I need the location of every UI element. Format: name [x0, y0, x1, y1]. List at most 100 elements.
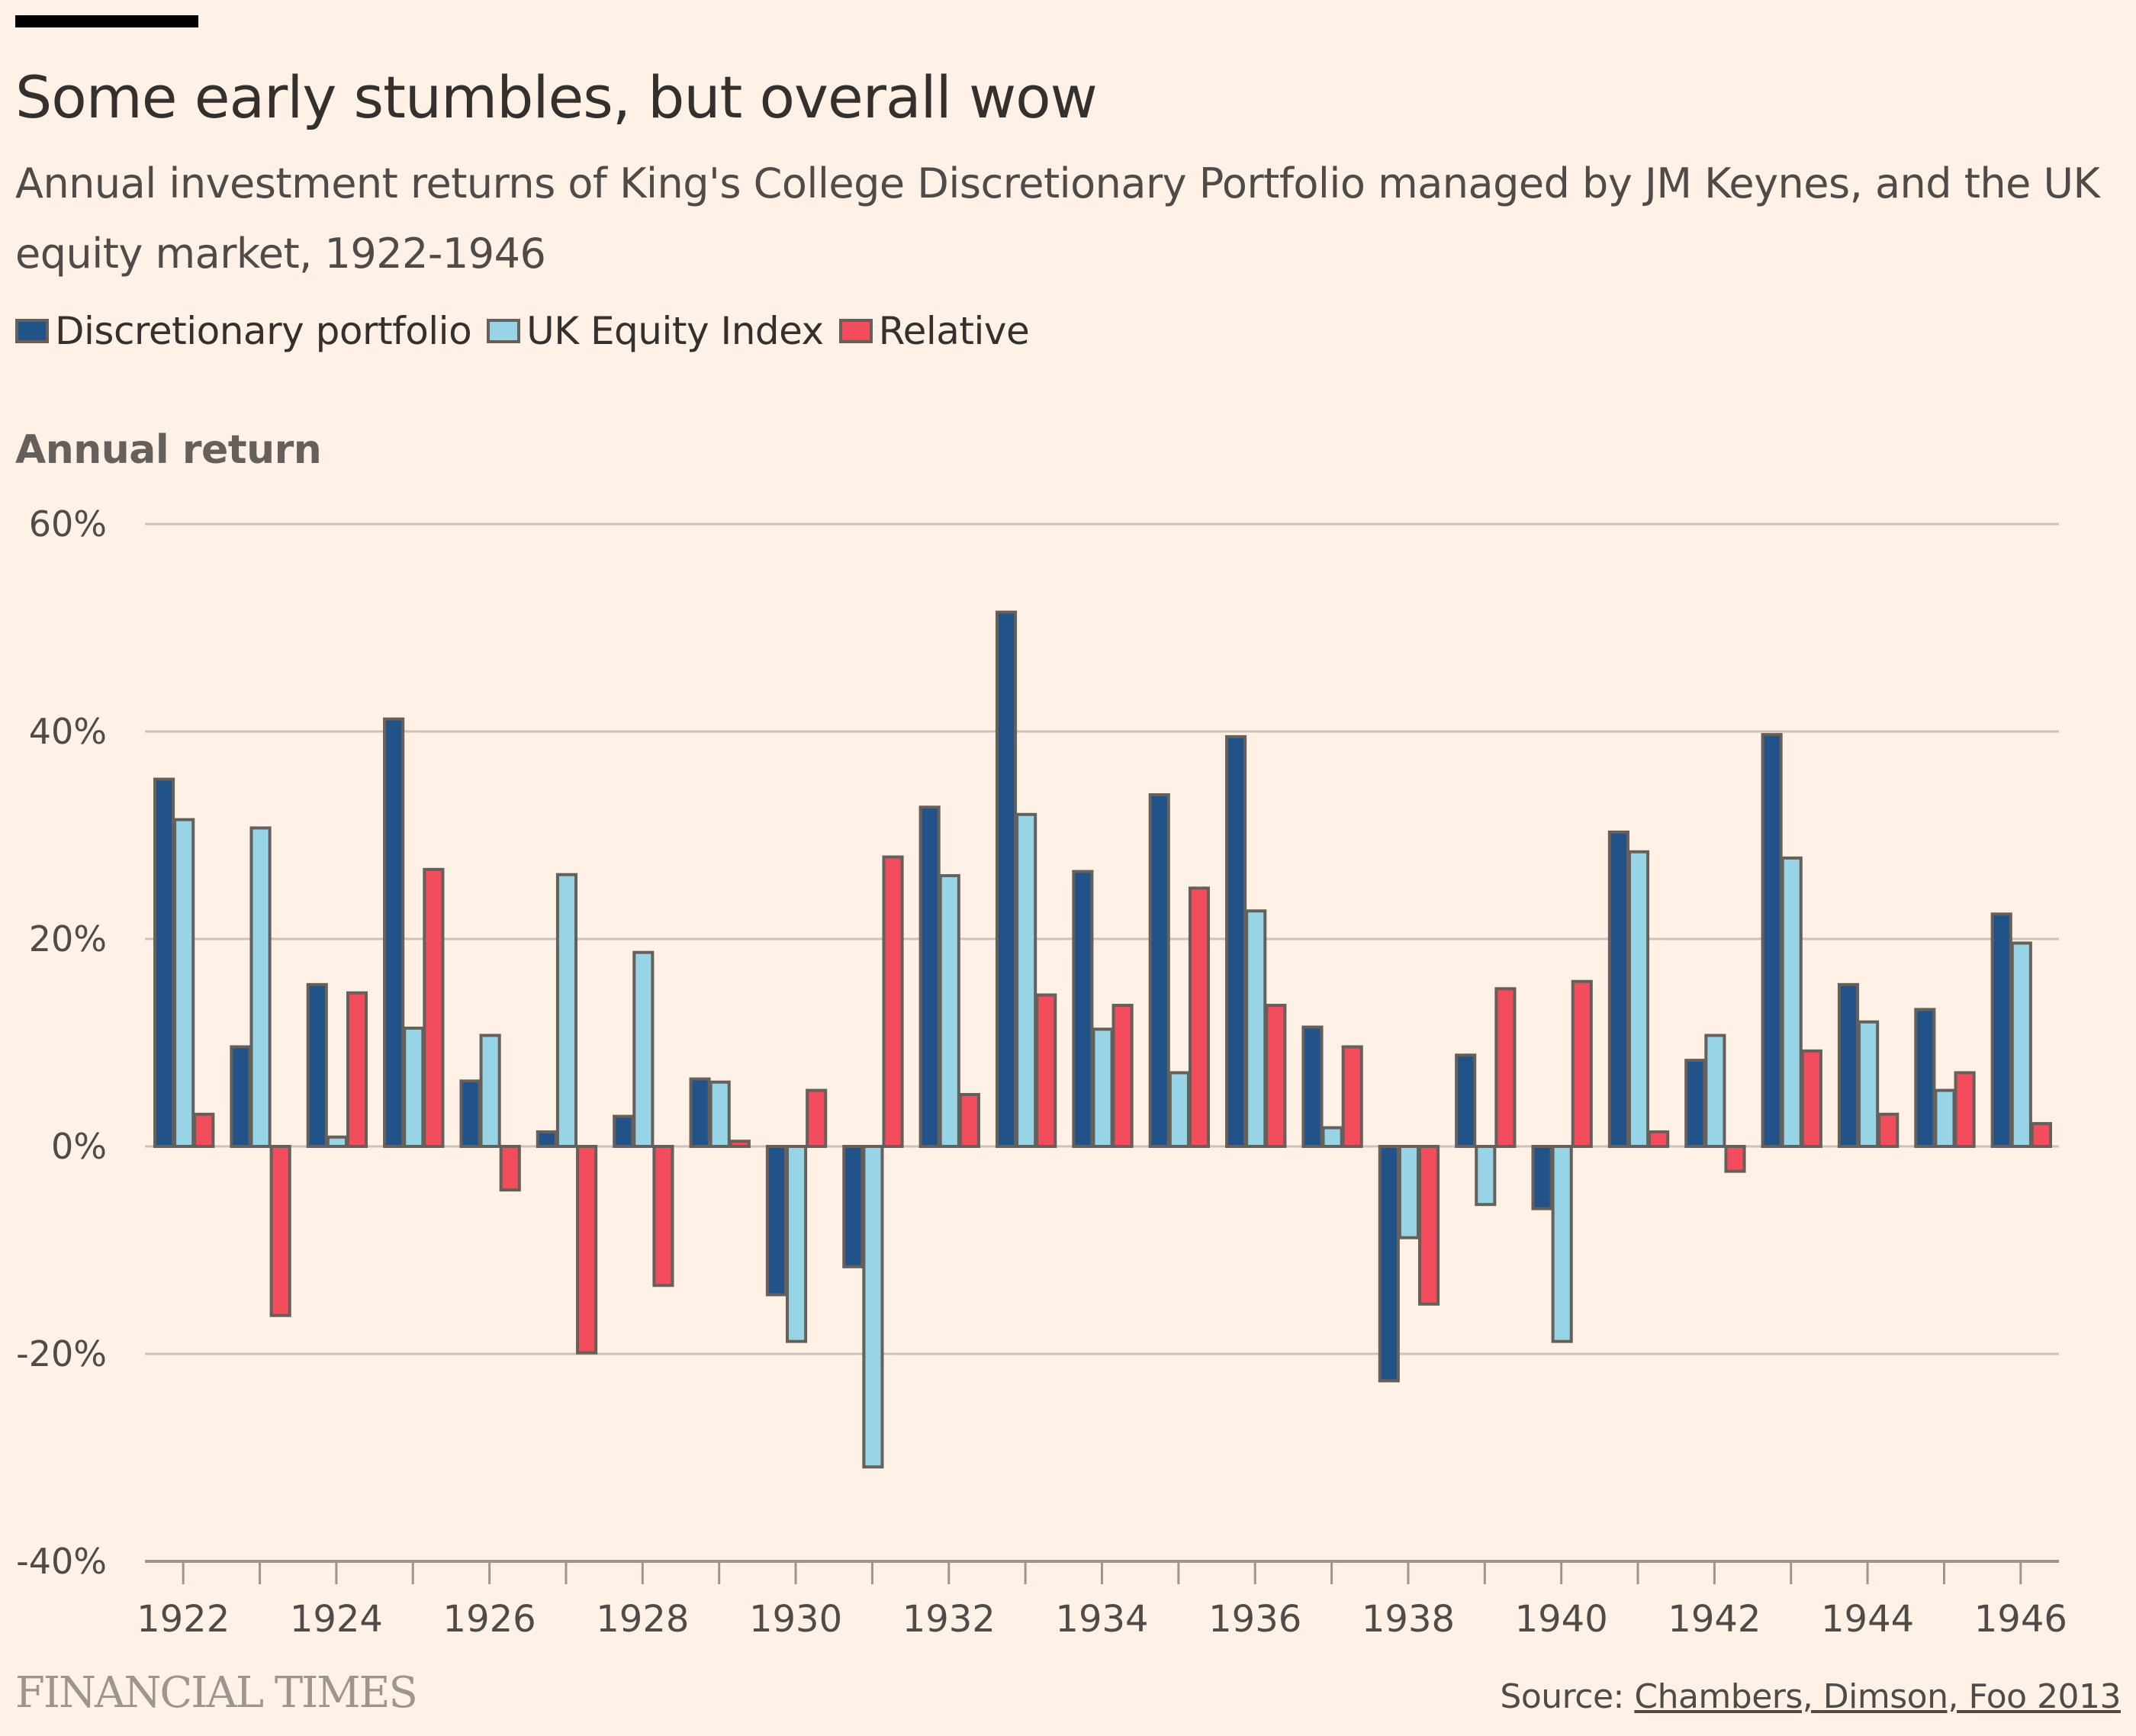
bar-discretionary-portfolio-1930: [765, 1145, 788, 1297]
legend-label: UK Equity Index: [526, 309, 824, 353]
source-link[interactable]: Chambers, Dimson, Foo 2013: [1634, 1677, 2121, 1716]
bars: [153, 610, 2052, 1469]
legend-item-discretionary: Discretionary portfolio: [15, 308, 472, 354]
bar-discretionary-portfolio-1942: [1684, 1059, 1707, 1148]
legend-swatch-relative: [838, 319, 873, 343]
bar-relative-1933: [1035, 993, 1057, 1148]
bar-uk-equity-index-1939: [1475, 1145, 1497, 1207]
x-tick-label: 1940: [1515, 1598, 1608, 1641]
legend-swatch-uk-equity: [487, 319, 521, 343]
x-tick-label: 1924: [290, 1598, 383, 1641]
bar-relative-1941: [1648, 1130, 1670, 1148]
legend-label: Discretionary portfolio: [55, 309, 472, 353]
bar-uk-equity-index-1931: [862, 1145, 884, 1469]
source-note: Source: Chambers, Dimson, Foo 2013: [1500, 1674, 2121, 1720]
bar-uk-equity-index-1940: [1551, 1145, 1573, 1343]
x-tick-label: 1934: [1055, 1598, 1148, 1641]
bar-relative-1929: [729, 1140, 751, 1148]
y-axis-ticks: -40% -20% 0% 20% 40% 60%: [16, 503, 107, 1582]
bar-uk-equity-index-1946: [2010, 941, 2032, 1148]
bar-uk-equity-index-1923: [249, 826, 272, 1148]
bar-discretionary-portfolio-1926: [459, 1079, 481, 1148]
legend: Discretionary portfolio UK Equity Index …: [15, 308, 1044, 354]
bar-discretionary-portfolio-1925: [383, 717, 405, 1148]
bar-uk-equity-index-1934: [1092, 1027, 1114, 1148]
chart-subtitle: Annual investment returns of King's Coll…: [15, 159, 2100, 278]
y-tick-label: 60%: [29, 503, 107, 545]
legend-item-uk-equity: UK Equity Index: [487, 308, 824, 354]
bar-discretionary-portfolio-1931: [842, 1145, 864, 1268]
x-tick-label: 1944: [1821, 1598, 1914, 1641]
bar-uk-equity-index-1927: [555, 873, 578, 1149]
legend-swatch-discretionary: [15, 319, 49, 343]
legend-item-relative: Relative: [838, 308, 1030, 354]
x-tick-label: 1932: [902, 1598, 996, 1641]
x-tick-label: 1946: [1974, 1598, 2067, 1641]
ft-accent-bar: [15, 15, 198, 27]
x-tick-label: 1928: [596, 1598, 689, 1641]
ft-logo: FINANCIAL TIMES: [15, 1668, 418, 1718]
bar-relative-1927: [576, 1145, 598, 1355]
y-tick-label: -20%: [16, 1333, 107, 1374]
bar-uk-equity-index-1945: [1934, 1088, 1956, 1149]
bar-relative-1922: [193, 1112, 215, 1148]
bar-relative-1939: [1494, 987, 1517, 1149]
x-tick-label: 1936: [1208, 1598, 1301, 1641]
bar-relative-1940: [1571, 979, 1593, 1149]
bar-relative-1930: [806, 1088, 828, 1149]
bar-discretionary-portfolio-1946: [1990, 912, 2012, 1148]
bar-relative-1934: [1111, 1004, 1134, 1149]
y-axis-title: Annual return: [15, 427, 322, 473]
bar-uk-equity-index-1933: [1015, 812, 1037, 1149]
bar-uk-equity-index-1929: [709, 1080, 731, 1149]
bar-relative-1926: [499, 1145, 521, 1192]
x-tick-label: 1926: [443, 1598, 536, 1641]
bar-uk-equity-index-1942: [1704, 1034, 1726, 1148]
bar-relative-1925: [423, 867, 445, 1148]
bar-relative-1932: [958, 1093, 980, 1148]
bar-relative-1935: [1188, 886, 1211, 1148]
chart-title: Some early stumbles, but overall wow: [15, 63, 1098, 131]
bar-discretionary-portfolio-1936: [1225, 735, 1247, 1148]
x-tick-label: 1942: [1668, 1598, 1761, 1641]
bar-uk-equity-index-1941: [1627, 850, 1650, 1148]
bar-discretionary-portfolio-1933: [995, 610, 1018, 1148]
bar-discretionary-portfolio-1924: [306, 982, 328, 1148]
bar-discretionary-portfolio-1923: [230, 1045, 252, 1148]
x-tick-label: 1930: [749, 1598, 842, 1641]
y-tick-label: 20%: [29, 918, 107, 960]
bar-relative-1928: [652, 1145, 674, 1288]
legend-label: Relative: [878, 309, 1030, 353]
bar-relative-1924: [346, 991, 368, 1148]
bar-relative-1945: [1954, 1071, 1976, 1148]
bar-relative-1943: [1800, 1049, 1822, 1149]
bar-relative-1936: [1265, 1004, 1287, 1149]
x-tick-label: 1938: [1362, 1598, 1455, 1641]
bar-uk-equity-index-1924: [326, 1135, 348, 1149]
bar-relative-1944: [1877, 1112, 1900, 1148]
bar-relative-1938: [1418, 1145, 1440, 1306]
bar-uk-equity-index-1938: [1398, 1145, 1420, 1239]
bar-discretionary-portfolio-1927: [536, 1130, 558, 1148]
bar-uk-equity-index-1936: [1245, 909, 1267, 1149]
bar-relative-1923: [269, 1145, 291, 1317]
bar-relative-1942: [1724, 1145, 1746, 1173]
y-tick-label: 40%: [29, 711, 107, 752]
bar-uk-equity-index-1926: [479, 1034, 501, 1148]
bar-relative-1937: [1341, 1045, 1363, 1148]
bar-relative-1931: [882, 855, 904, 1149]
bar-discretionary-portfolio-1945: [1914, 1008, 1936, 1148]
bar-uk-equity-index-1937: [1321, 1126, 1343, 1149]
y-tick-label: -40%: [16, 1541, 107, 1582]
bar-discretionary-portfolio-1932: [918, 805, 941, 1149]
bar-uk-equity-index-1928: [632, 950, 655, 1149]
bar-discretionary-portfolio-1941: [1607, 830, 1629, 1149]
bar-uk-equity-index-1925: [403, 1026, 425, 1148]
bar-discretionary-portfolio-1939: [1455, 1053, 1477, 1148]
bar-discretionary-portfolio-1937: [1301, 1025, 1324, 1148]
x-tick-label: 1922: [137, 1598, 230, 1641]
bar-relative-1946: [2030, 1122, 2052, 1148]
bar-discretionary-portfolio-1929: [689, 1077, 711, 1148]
bar-discretionary-portfolio-1934: [1072, 870, 1094, 1148]
